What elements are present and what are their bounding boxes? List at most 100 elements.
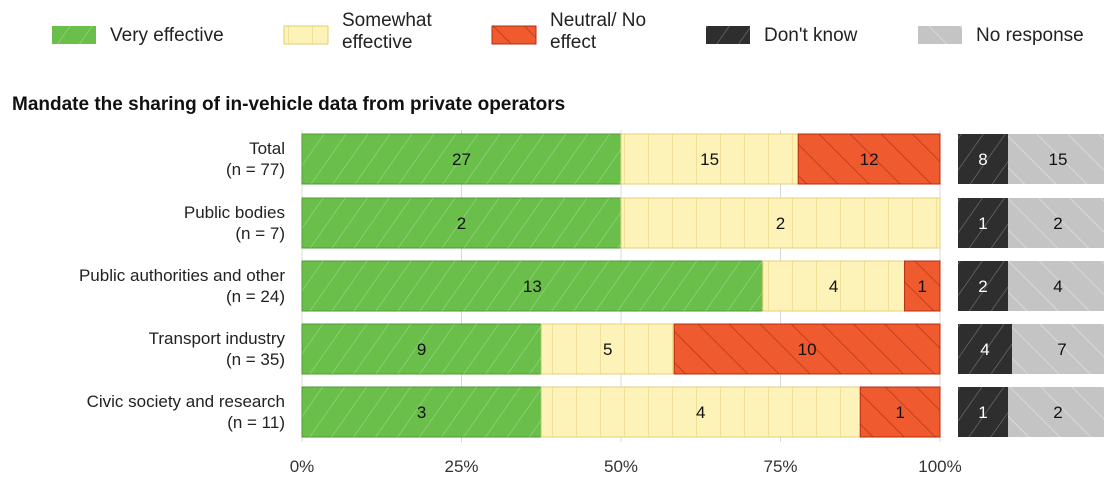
legend-swatch-pattern bbox=[284, 26, 328, 44]
x-axis: 0% 25% 50% 75% 100% bbox=[290, 457, 962, 476]
legend-label: Neutral/ No bbox=[550, 10, 646, 31]
bar-segment: 13 bbox=[301, 260, 764, 312]
bar-pattern bbox=[541, 324, 675, 374]
data-label: 8 bbox=[978, 150, 987, 169]
bar-pattern bbox=[860, 387, 940, 437]
bar-pattern bbox=[958, 261, 1008, 311]
x-tick-label: 50% bbox=[604, 457, 638, 476]
bar-pattern bbox=[1008, 134, 1104, 184]
bar-pattern bbox=[798, 134, 940, 184]
side-bar-dont-know: 1 bbox=[958, 387, 1008, 437]
bar-segment: 1 bbox=[904, 260, 941, 312]
category-label: Transport industry bbox=[149, 329, 286, 348]
side-bar-no-response: 4 bbox=[1008, 261, 1104, 311]
data-label: 27 bbox=[452, 150, 471, 169]
legend-swatch-pattern bbox=[52, 26, 96, 44]
bar-segment: 27 bbox=[301, 133, 622, 185]
side-bar-no-response: 2 bbox=[1008, 387, 1104, 437]
data-label: 2 bbox=[1053, 403, 1062, 422]
bar-pattern bbox=[302, 261, 763, 311]
bar-pattern bbox=[958, 198, 1008, 248]
data-label: 2 bbox=[1053, 214, 1062, 233]
side-bar-dont-know: 4 bbox=[958, 324, 1012, 374]
bar-pattern bbox=[1008, 387, 1104, 437]
x-tick-label: 75% bbox=[763, 457, 797, 476]
bar-pattern bbox=[904, 261, 940, 311]
data-label: 1 bbox=[918, 277, 927, 296]
bar-pattern bbox=[541, 387, 861, 437]
bar-pattern bbox=[302, 198, 621, 248]
data-label: 1 bbox=[895, 403, 904, 422]
category-label: (n = 7) bbox=[235, 224, 285, 243]
side-bar-dont-know: 8 bbox=[958, 134, 1008, 184]
bar-segment: 3 bbox=[301, 386, 542, 438]
data-label: 2 bbox=[457, 214, 466, 233]
data-label: 15 bbox=[1049, 150, 1068, 169]
legend-label: Somewhat bbox=[342, 10, 432, 31]
bar-segment: 2 bbox=[620, 197, 941, 249]
data-label: 4 bbox=[696, 403, 705, 422]
side-bar-no-response: 2 bbox=[1008, 198, 1104, 248]
legend-label: Very effective bbox=[110, 25, 224, 46]
bar-pattern bbox=[674, 324, 940, 374]
data-label: 1 bbox=[978, 214, 987, 233]
data-label: 9 bbox=[417, 340, 426, 359]
category-label: Civic society and research bbox=[87, 392, 285, 411]
bar-segment: 4 bbox=[540, 386, 861, 438]
legend-item: Very effective bbox=[52, 25, 224, 46]
side-bar-no-response: 7 bbox=[1012, 324, 1104, 374]
data-label: 4 bbox=[980, 340, 989, 359]
data-label: 12 bbox=[860, 150, 879, 169]
side-bars: 8 15 1 2 2 4 4 7 1 2 bbox=[958, 134, 1104, 437]
bar-segment: 4 bbox=[762, 260, 906, 312]
legend-label: No response bbox=[976, 25, 1084, 46]
bar-pattern bbox=[958, 324, 1012, 374]
data-label: 1 bbox=[978, 403, 987, 422]
legend-swatch-pattern bbox=[706, 26, 750, 44]
bar-segment: 10 bbox=[673, 323, 941, 375]
bar-pattern bbox=[958, 134, 1008, 184]
data-label: 15 bbox=[700, 150, 719, 169]
bar-pattern bbox=[958, 387, 1008, 437]
data-label: 4 bbox=[1053, 277, 1062, 296]
bars: 27 15 122 213 4 19 5 103 4 1 bbox=[301, 133, 941, 438]
data-label: 2 bbox=[776, 214, 785, 233]
bar-pattern bbox=[302, 324, 542, 374]
bar-pattern bbox=[621, 198, 940, 248]
bar-segment: 12 bbox=[797, 133, 941, 185]
legend-label: Don't know bbox=[764, 25, 858, 46]
side-bar-dont-know: 1 bbox=[958, 198, 1008, 248]
bar-segment: 1 bbox=[859, 386, 941, 438]
data-label: 10 bbox=[798, 340, 817, 359]
legend-item: Don't know bbox=[706, 25, 858, 46]
category-label: (n = 11) bbox=[227, 413, 285, 432]
data-label: 7 bbox=[1057, 340, 1066, 359]
side-bar-dont-know: 2 bbox=[958, 261, 1008, 311]
bar-pattern bbox=[302, 387, 542, 437]
x-tick-label: 0% bbox=[290, 457, 315, 476]
side-bar-no-response: 15 bbox=[1008, 134, 1104, 184]
bar-pattern bbox=[1008, 261, 1104, 311]
bar-pattern bbox=[762, 261, 905, 311]
category-label: (n = 35) bbox=[226, 350, 285, 369]
category-label: (n = 24) bbox=[226, 287, 285, 306]
bar-segment: 2 bbox=[301, 197, 622, 249]
legend-label: effective bbox=[342, 32, 412, 53]
category-label: Total bbox=[249, 139, 285, 158]
x-tick-label: 25% bbox=[444, 457, 478, 476]
data-label: 4 bbox=[829, 277, 838, 296]
x-tick-label: 100% bbox=[918, 457, 961, 476]
bar-pattern bbox=[1012, 324, 1104, 374]
legend-item: No response bbox=[918, 25, 1084, 46]
bar-segment: 15 bbox=[620, 133, 799, 185]
category-label: Public bodies bbox=[184, 203, 285, 222]
data-label: 5 bbox=[603, 340, 612, 359]
category-label: (n = 77) bbox=[226, 160, 285, 179]
bar-pattern bbox=[621, 134, 799, 184]
data-label: 2 bbox=[978, 277, 987, 296]
bar-segment: 5 bbox=[540, 323, 675, 375]
bar-pattern bbox=[302, 134, 621, 184]
